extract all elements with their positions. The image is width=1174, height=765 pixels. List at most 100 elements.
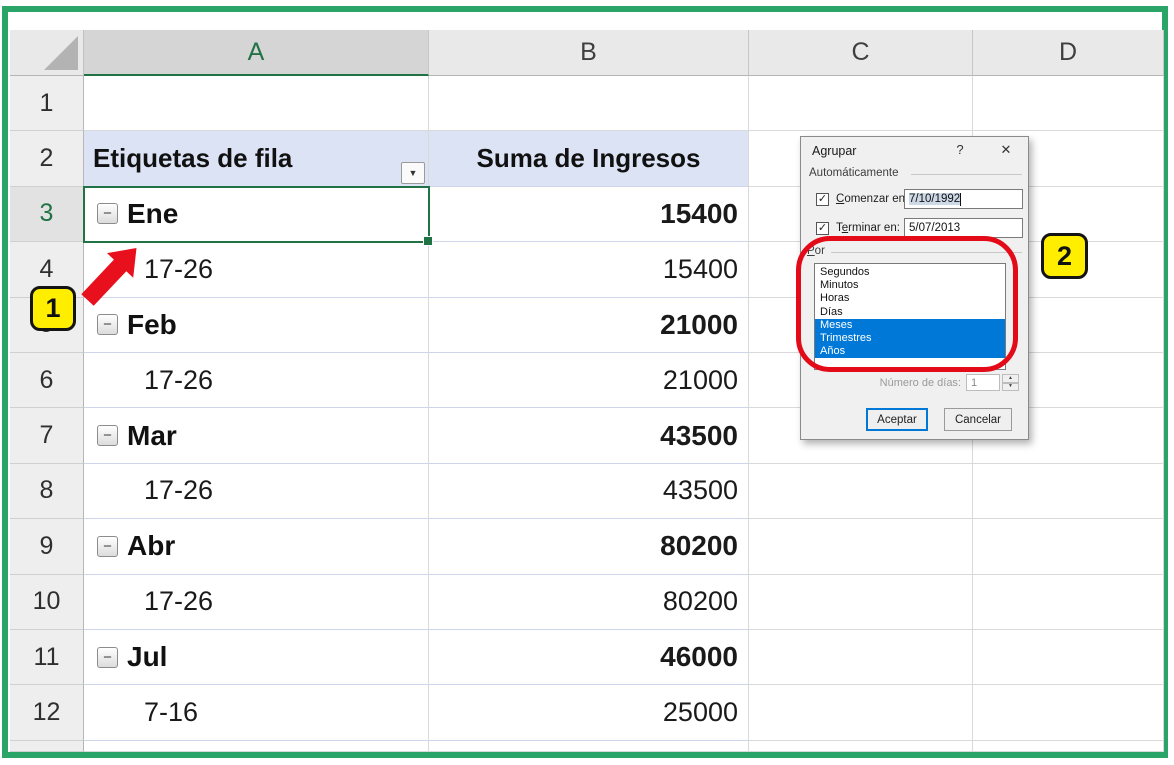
- collapse-button[interactable]: −: [97, 425, 118, 447]
- cell-a7-mar[interactable]: − Mar: [84, 408, 429, 464]
- cell-c1[interactable]: [749, 76, 973, 132]
- cell-b10[interactable]: 80200: [429, 574, 749, 630]
- cell-d10[interactable]: [973, 574, 1164, 630]
- cell-c10[interactable]: [749, 574, 973, 630]
- cell-a13[interactable]: [84, 740, 429, 752]
- row-header-7[interactable]: 7: [10, 408, 84, 464]
- row-header-13[interactable]: [10, 740, 84, 752]
- cell-b9[interactable]: 80200: [429, 519, 749, 575]
- select-all-button[interactable]: [10, 30, 84, 76]
- cell-a1[interactable]: [84, 76, 429, 132]
- column-header-d[interactable]: D: [973, 30, 1164, 76]
- by-group-label: Por: [807, 245, 829, 257]
- cell-b7[interactable]: 43500: [429, 408, 749, 464]
- row-header-11[interactable]: 11: [10, 629, 84, 686]
- cell-b11[interactable]: 46000: [429, 629, 749, 686]
- cell-c12[interactable]: [749, 685, 973, 741]
- cell-b6[interactable]: 21000: [429, 352, 749, 409]
- cell-a9-abr[interactable]: − Abr: [84, 519, 429, 575]
- cell-a12[interactable]: 7-16: [84, 685, 429, 741]
- end-date-field[interactable]: 5/07/2013: [904, 218, 1023, 238]
- cell-d9[interactable]: [973, 519, 1164, 575]
- cell-d11[interactable]: [973, 629, 1164, 686]
- cell-d12[interactable]: [973, 685, 1164, 741]
- minus-icon: −: [103, 427, 112, 445]
- by-listbox[interactable]: Segundos Minutos Horas Días Meses Trimes…: [814, 263, 1006, 370]
- cell-d1[interactable]: [973, 76, 1164, 132]
- cell-b13[interactable]: [429, 740, 749, 752]
- listbox-item-horas[interactable]: Horas: [820, 292, 850, 305]
- column-header-c[interactable]: C: [749, 30, 973, 76]
- column-header-a[interactable]: A: [84, 30, 429, 76]
- column-header-b[interactable]: B: [429, 30, 749, 76]
- listbox-item-anos-selected[interactable]: Años: [815, 345, 1005, 359]
- row-header-6[interactable]: 6: [10, 352, 84, 409]
- cell-a5-feb[interactable]: − Feb: [84, 297, 429, 353]
- cell-b3[interactable]: 15400: [429, 186, 749, 243]
- cell-b12[interactable]: 25000: [429, 685, 749, 741]
- close-button[interactable]: ✕: [997, 142, 1015, 158]
- spinner-up-button[interactable]: ▲: [1002, 374, 1019, 383]
- end-date-checkbox[interactable]: ✓: [816, 222, 829, 235]
- group-label: Mar: [127, 419, 177, 451]
- cell-b2-values-header[interactable]: Suma de Ingresos: [429, 131, 749, 187]
- cell-b1[interactable]: [429, 76, 749, 132]
- row-header-12[interactable]: 12: [10, 685, 84, 741]
- cell-c8[interactable]: [749, 463, 973, 520]
- cell-b5[interactable]: 21000: [429, 297, 749, 353]
- start-date-field[interactable]: 7/10/1992: [904, 189, 1023, 209]
- start-date-label[interactable]: Comenzar en:: [836, 193, 909, 205]
- row-header-10[interactable]: 10: [10, 574, 84, 630]
- sheet-row-1: 1: [10, 76, 1164, 132]
- start-date-checkbox[interactable]: ✓: [816, 193, 829, 206]
- minus-icon: −: [103, 537, 112, 555]
- check-icon: ✓: [817, 222, 828, 234]
- collapse-button[interactable]: −: [97, 535, 118, 557]
- pivot-filter-button[interactable]: ▼: [401, 161, 425, 184]
- red-arrow-annotation: [81, 248, 137, 306]
- cell-c9[interactable]: [749, 519, 973, 575]
- cell-a11-jul[interactable]: − Jul: [84, 629, 429, 686]
- sheet-row-8: 8 17-26 43500: [10, 463, 1164, 520]
- cell-a4[interactable]: 17-26: [84, 242, 429, 298]
- sheet-row-10: 10 17-26 80200: [10, 574, 1164, 630]
- cell-a2-row-labels-header[interactable]: Etiquetas de fila ▼: [84, 131, 429, 187]
- cell-c13[interactable]: [749, 740, 973, 752]
- number-of-days-field[interactable]: 1: [966, 374, 1000, 391]
- listbox-item-segundos[interactable]: Segundos: [820, 266, 870, 278]
- spin-up-icon: ▲: [1008, 374, 1013, 381]
- cell-d8[interactable]: [973, 463, 1164, 520]
- cell-a8[interactable]: 17-26: [84, 463, 429, 520]
- listbox-item-meses-selected[interactable]: Meses: [815, 318, 1005, 332]
- days-spinner: ▲ ▼: [1002, 374, 1019, 391]
- end-date-label[interactable]: Terminar en:: [836, 222, 900, 234]
- row-header-3[interactable]: 3: [10, 186, 84, 243]
- row-header-2[interactable]: 2: [10, 131, 84, 187]
- cell-a6[interactable]: 17-26: [84, 352, 429, 409]
- cell-c11[interactable]: [749, 629, 973, 686]
- collapse-button[interactable]: −: [97, 646, 118, 668]
- cell-a3-ene[interactable]: − Ene: [84, 186, 429, 243]
- help-button[interactable]: ?: [951, 142, 969, 158]
- cell-d13[interactable]: [973, 740, 1164, 752]
- cell-b8[interactable]: 43500: [429, 463, 749, 520]
- row-header-8[interactable]: 8: [10, 463, 84, 520]
- accept-button[interactable]: Aceptar: [866, 408, 928, 431]
- spinner-down-button[interactable]: ▼: [1002, 382, 1019, 391]
- listbox-item-trimestres-selected[interactable]: Trimestres: [815, 331, 1005, 346]
- start-date-value: 7/10/1992: [909, 193, 961, 205]
- cell-b4[interactable]: 15400: [429, 242, 749, 298]
- group-label: Abr: [127, 530, 176, 562]
- cancel-button[interactable]: Cancelar: [944, 408, 1012, 431]
- row-header-9[interactable]: 9: [10, 519, 84, 575]
- cell-a10[interactable]: 17-26: [84, 574, 429, 630]
- number-of-days-label: Número de días:: [879, 377, 961, 389]
- collapse-button[interactable]: −: [97, 314, 118, 336]
- listbox-item-minutos[interactable]: Minutos: [820, 279, 859, 292]
- filter-dropdown-icon: ▼: [408, 167, 418, 178]
- end-date-value: 5/07/2013: [909, 222, 961, 234]
- listbox-item-dias[interactable]: Días: [820, 305, 843, 318]
- collapse-button[interactable]: −: [97, 203, 118, 225]
- row-header-1[interactable]: 1: [10, 76, 84, 132]
